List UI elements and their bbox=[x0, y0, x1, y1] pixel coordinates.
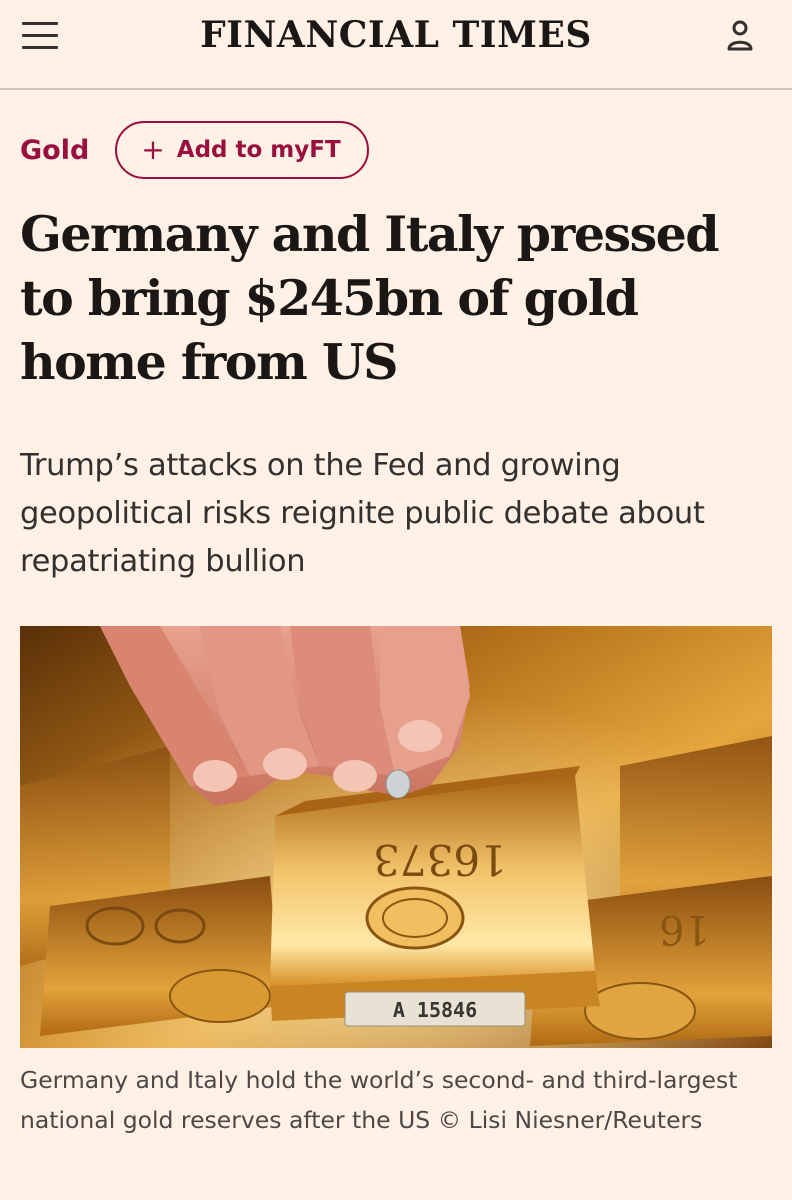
user-account-icon[interactable] bbox=[726, 18, 754, 52]
plus-icon: + bbox=[141, 133, 165, 166]
svg-text:16: 16 bbox=[659, 906, 710, 952]
masthead-logo[interactable]: FINANCIAL TIMES bbox=[200, 14, 592, 56]
image-caption: Germany and Italy hold the world’s secon… bbox=[20, 1066, 738, 1134]
add-to-myft-label: Add to myFT bbox=[176, 137, 341, 163]
menu-line bbox=[22, 34, 58, 37]
add-to-myft-button[interactable]: + Add to myFT bbox=[115, 121, 369, 179]
bar-stamp-number: A 15846 bbox=[393, 998, 477, 1022]
hand bbox=[100, 626, 470, 806]
site-header: FINANCIAL TIMES bbox=[0, 0, 792, 90]
menu-line bbox=[22, 22, 58, 25]
article-headline: Germany and Italy pressed to bring $245b… bbox=[20, 205, 720, 391]
topic-row: Gold + Add to myFT bbox=[20, 120, 369, 180]
central-gold-bar bbox=[270, 776, 595, 986]
hamburger-menu-icon[interactable] bbox=[20, 18, 60, 54]
bar-engraved-number: 16373 bbox=[373, 835, 507, 884]
menu-line bbox=[22, 46, 58, 49]
topic-link-gold[interactable]: Gold bbox=[20, 134, 90, 166]
article-image: 16 16373 A 15846 bbox=[20, 626, 772, 1048]
article-standfirst: Trump’s attacks on the Fed and growing g… bbox=[20, 448, 705, 579]
